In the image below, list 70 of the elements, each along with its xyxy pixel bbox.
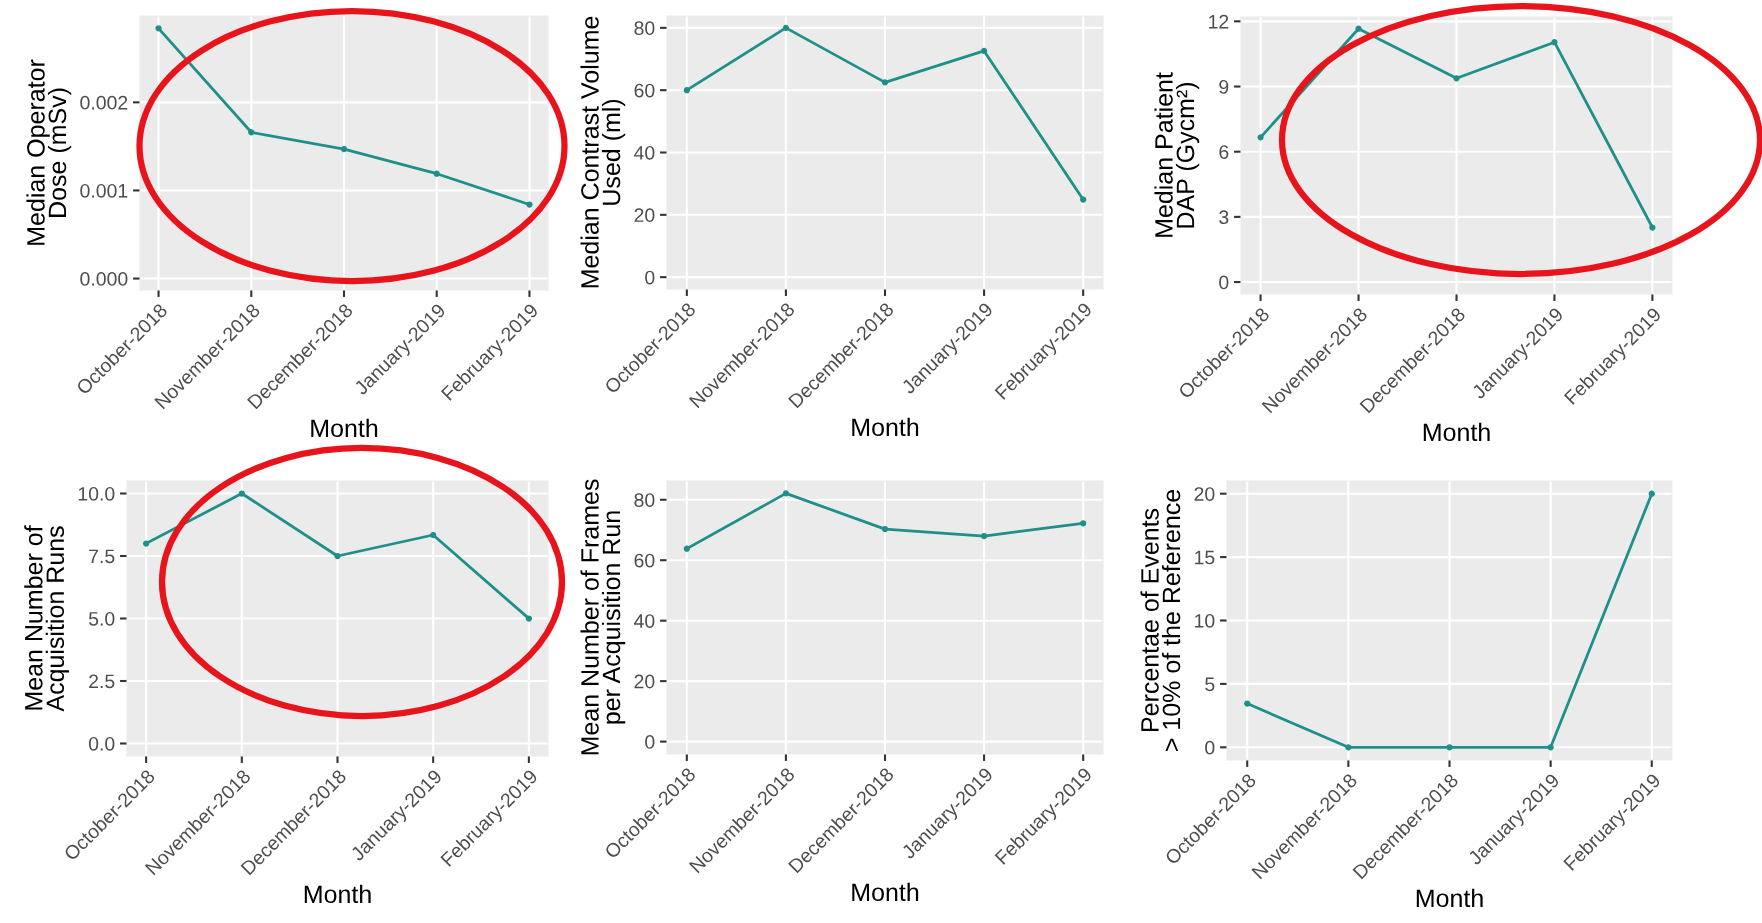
point [248, 129, 255, 136]
y-tick-label: 12 [1209, 14, 1229, 29]
point [1080, 520, 1087, 527]
point [1446, 744, 1453, 751]
y-tick-label: 3 [1219, 210, 1229, 225]
point [334, 552, 341, 560]
point [1257, 134, 1264, 141]
y-tick-label: 2.5 [89, 674, 115, 689]
point [1547, 744, 1554, 751]
y-tick-label: 60 [634, 553, 655, 568]
x-axis-title: Month [311, 418, 378, 438]
point [155, 25, 162, 32]
y-tick-label: 0.000 [80, 272, 128, 286]
y-tick-label: 20 [634, 674, 655, 689]
y-tick-label: 80 [634, 493, 655, 507]
point [525, 615, 532, 622]
point [683, 545, 690, 552]
point [881, 79, 889, 86]
point [782, 24, 790, 31]
x-axis-title: Month [852, 417, 919, 437]
y-tick-label: 0.0 [88, 736, 115, 751]
y-tick-label: 15 [1195, 550, 1215, 565]
y-tick-label: 40 [634, 614, 655, 628]
y-tick-label: 0 [645, 270, 655, 285]
y-axis-title: Median Patient DAP (Gycm²) [1154, 72, 1200, 237]
y-tick-label: 10.0 [78, 486, 115, 501]
point [1453, 75, 1460, 82]
y-tick-label: 9 [1219, 79, 1229, 94]
y-tick-label: 5 [1205, 677, 1215, 692]
y-axis-title: Mean Number of Acquisition Runs [24, 525, 70, 712]
y-tick-label: 0 [645, 735, 655, 749]
y-tick-label: 5.0 [88, 611, 115, 626]
y-tick-label: 80 [634, 21, 655, 36]
point [1080, 196, 1087, 203]
y-tick-label: 10 [1195, 613, 1215, 628]
point [1244, 700, 1251, 707]
x-axis-title: Month [1416, 888, 1483, 908]
y-tick-label: 40 [634, 145, 655, 160]
point [1551, 39, 1558, 46]
point [1355, 25, 1362, 32]
y-tick-label: 0.002 [80, 95, 128, 110]
y-axis-title: Median Contrast Volume Used (ml) [580, 16, 626, 288]
point [1648, 490, 1655, 497]
point [1345, 744, 1352, 751]
point [980, 532, 988, 540]
point [433, 170, 440, 177]
y-tick-label: 0 [1219, 275, 1229, 290]
y-tick-label: 20 [634, 208, 655, 223]
x-axis-title: Month [852, 882, 919, 902]
point [683, 87, 690, 94]
y-tick-label: 7.5 [89, 549, 115, 564]
point [881, 525, 889, 533]
x-axis-title: Month [1423, 422, 1490, 442]
y-tick-label: 0.001 [80, 183, 128, 198]
point [430, 531, 437, 539]
point [238, 490, 245, 497]
y-tick-label: 0 [1205, 740, 1215, 755]
x-axis-title: Month [304, 884, 371, 904]
y-axis-title: Mean Number of Frames per Acquisition Run [580, 479, 626, 755]
y-axis-title: Median Operator Dose (mSv) [26, 59, 72, 245]
point [1649, 224, 1656, 231]
point [980, 47, 988, 55]
y-tick-label: 60 [634, 83, 655, 98]
point [340, 145, 348, 153]
point [143, 540, 150, 547]
point [526, 201, 533, 208]
point [782, 490, 790, 497]
y-axis-title: Percentae of Events > 10% of the Reference [1140, 489, 1181, 751]
y-tick-label: 6 [1219, 145, 1229, 159]
y-tick-label: 20 [1194, 487, 1215, 501]
